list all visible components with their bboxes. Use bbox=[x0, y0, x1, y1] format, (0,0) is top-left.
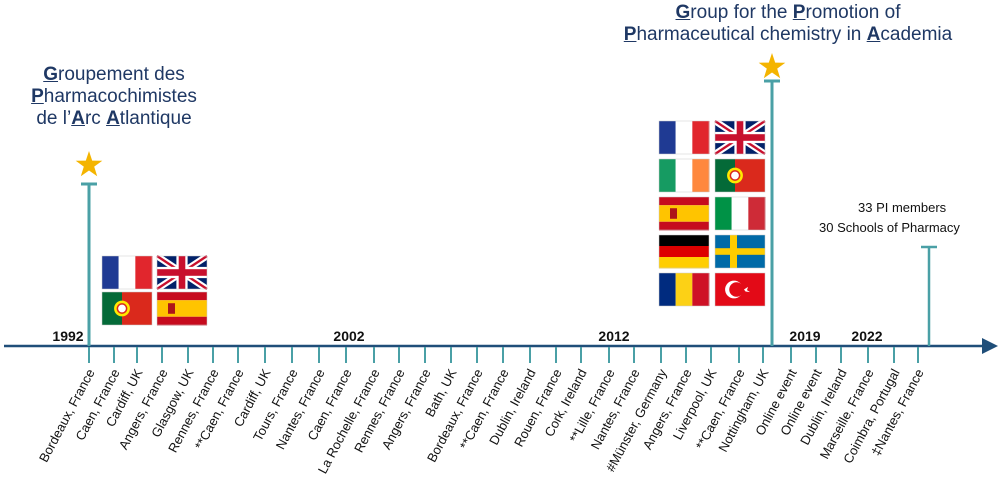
year-label: 2012 bbox=[598, 328, 629, 344]
flag-portugal-icon bbox=[101, 291, 153, 326]
flag-spain-icon bbox=[156, 291, 208, 326]
flag-spain-icon bbox=[658, 196, 710, 231]
flag-portugal-icon bbox=[714, 158, 766, 193]
year-label: 2022 bbox=[851, 328, 882, 344]
flag-united-kingdom-icon bbox=[155, 253, 209, 292]
title-gp2a: Group for the Promotion of Pharmaceutical… bbox=[623, 2, 953, 45]
title-gpaa: Groupement des Pharmacochimistes de l’Arc … bbox=[31, 64, 197, 129]
star-icon bbox=[758, 53, 786, 79]
flag-germany-icon bbox=[658, 234, 710, 269]
year-label: 1992 bbox=[52, 328, 83, 344]
flag-italy-icon bbox=[714, 196, 766, 231]
flag-ireland-icon bbox=[658, 158, 710, 193]
year-label: 2019 bbox=[789, 328, 820, 344]
flag-sweden-icon bbox=[714, 234, 766, 269]
year-label: 2002 bbox=[333, 328, 364, 344]
pi-members-count: 33 PI members bbox=[858, 200, 947, 215]
star-icon bbox=[75, 151, 103, 177]
flag-turkey-icon bbox=[714, 272, 766, 307]
flag-france-icon bbox=[101, 255, 153, 290]
flag-france-icon bbox=[658, 120, 710, 155]
flag-united-kingdom-icon bbox=[713, 118, 767, 157]
timeline-arrowhead bbox=[982, 338, 998, 354]
flag-romania-icon bbox=[658, 272, 710, 307]
schools-count: 30 Schools of Pharmacy bbox=[819, 220, 960, 235]
